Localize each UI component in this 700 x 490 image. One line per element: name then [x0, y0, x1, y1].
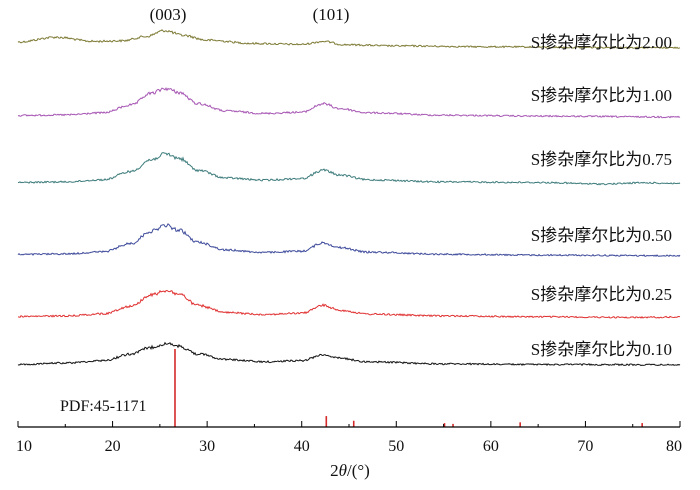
series-line-6 — [17, 341, 681, 367]
x-tick-label-50: 50 — [388, 438, 404, 455]
peak-annotation-2: (101) — [313, 5, 350, 24]
series-line-4 — [17, 223, 681, 257]
series-line-2 — [17, 87, 681, 119]
series-label-6: S掺杂摩尔比为0.10 — [531, 340, 672, 359]
x-tick-label-40: 40 — [294, 438, 310, 455]
series-label-5: S掺杂摩尔比为0.25 — [531, 285, 672, 304]
series-label-2: S掺杂摩尔比为1.00 — [531, 86, 672, 105]
x-tick-label-30: 30 — [199, 438, 215, 455]
series-line-5 — [17, 289, 681, 319]
x-tick-label-70: 70 — [577, 438, 593, 455]
series-labels-layer: S掺杂摩尔比为2.00 S掺杂摩尔比为1.00 S掺杂摩尔比为0.75 S掺杂摩尔比为… — [531, 33, 672, 359]
x-axis-label-unit: /(°) — [347, 461, 370, 480]
x-tick-label-80: 80 — [666, 438, 682, 455]
x-tick-label-60: 60 — [483, 438, 499, 455]
x-tick-label-20: 20 — [105, 438, 121, 455]
x-axis-label-prefix: 2 — [330, 461, 339, 480]
series-line-3 — [17, 152, 681, 186]
series-line-1 — [17, 29, 681, 50]
annotations-layer: (003) (101) — [150, 5, 350, 24]
x-tick-label-10: 10 — [16, 438, 32, 455]
x-axis-label-theta: θ — [339, 461, 347, 480]
peak-annotation-1: (003) — [150, 5, 187, 24]
reference-label: PDF:45-1171 — [60, 398, 147, 415]
x-axis: 10 20 30 40 50 60 70 80 — [16, 421, 682, 455]
series-label-1: S掺杂摩尔比为2.00 — [531, 33, 672, 52]
x-axis-label: 2θ/(°) — [330, 461, 370, 480]
curves-layer — [17, 29, 681, 367]
series-label-3: S掺杂摩尔比为0.75 — [531, 150, 672, 169]
series-label-4: S掺杂摩尔比为0.50 — [531, 226, 672, 245]
